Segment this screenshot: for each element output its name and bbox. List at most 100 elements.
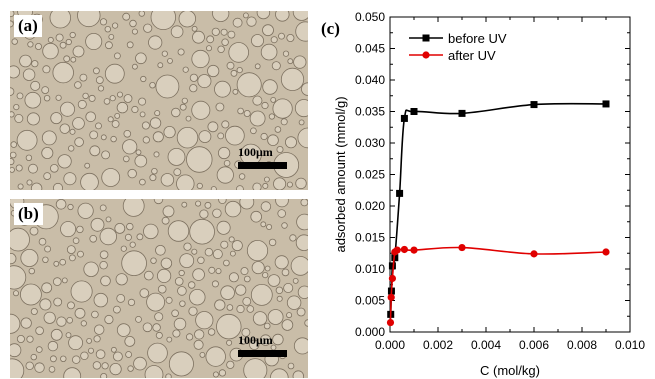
droplet [103,98,111,105]
droplet [35,326,44,335]
droplet [13,290,19,297]
droplet [192,30,205,44]
droplet [129,19,137,28]
droplet [93,292,109,308]
droplet [211,280,219,288]
droplet [167,147,186,166]
droplet [88,94,96,102]
droplet [85,32,103,51]
droplet [281,319,294,331]
droplet [207,328,216,336]
y-tick-label: 0.030 [355,136,385,150]
legend-marker-circle [422,51,430,59]
droplet [289,234,297,242]
droplet [155,244,166,256]
droplet [227,30,236,39]
droplet [287,362,295,370]
droplet [173,168,182,177]
droplet [127,365,134,372]
droplet [189,218,215,245]
droplet [167,220,190,242]
droplet [126,41,134,49]
droplet [281,268,290,277]
droplet [77,11,101,28]
droplet [59,41,67,49]
droplet [20,317,32,329]
droplet [111,346,117,353]
y-tick-label: 0.015 [355,231,385,245]
droplet [31,60,39,68]
droplet [162,205,175,218]
droplet [220,240,229,249]
droplet [275,199,289,208]
droplet [141,121,150,130]
droplet [167,58,173,64]
droplet [74,81,82,89]
droplet [135,149,142,156]
droplet [142,136,150,144]
droplet [236,185,244,190]
droplet [275,11,290,22]
droplet [191,25,198,32]
droplet [290,256,308,276]
droplet [171,309,179,318]
droplet [80,320,87,327]
adsorption-chart: (c) 0.000 0.005 0.010 0.015 0.020 0.025 0.030 0.… [321,10,645,378]
droplet [153,199,164,205]
data-point-square [530,101,538,109]
droplet [90,217,105,232]
droplet [134,154,148,168]
droplet [277,209,287,218]
droplet [199,209,209,219]
droplet [42,65,51,74]
data-point-circle [400,245,408,254]
droplet [264,265,271,272]
droplet [161,50,168,57]
droplet [65,332,72,339]
droplet [66,317,73,324]
droplet [241,327,251,337]
droplet [26,112,40,126]
droplet [178,11,196,28]
droplet [276,295,283,302]
droplet [60,221,77,238]
droplet [41,86,50,94]
x-tick-label: 0.006 [519,338,549,352]
droplet [43,311,56,324]
droplet [61,277,68,284]
legend-entry: after UV [448,48,496,63]
droplet [198,130,212,143]
panel-label-c: (c) [321,19,340,38]
y-tick-label: 0.035 [355,105,385,119]
droplet [191,248,198,255]
droplet [218,146,231,160]
droplet [10,111,15,118]
droplet [30,182,43,190]
droplet [86,337,92,344]
droplet [99,250,109,259]
droplet [108,33,115,40]
droplet [30,353,37,361]
scale-bar-label: 100μm [238,333,273,347]
droplet [114,113,121,119]
droplet [14,114,24,124]
droplet [74,137,84,147]
droplet [293,55,307,69]
droplet [207,64,220,78]
data-point-square [388,262,396,270]
droplet [286,295,302,310]
droplet [136,233,144,241]
droplet [179,103,187,111]
micrograph-a: (a) 100μm [10,11,308,190]
droplet [216,166,234,184]
droplet [157,62,164,69]
droplet [173,317,187,331]
droplet [10,141,18,148]
droplet [82,92,89,100]
droplet [95,122,102,130]
droplet [304,319,308,327]
droplet [116,323,131,337]
droplet [230,69,238,77]
droplet [147,342,168,364]
droplet [10,265,27,290]
